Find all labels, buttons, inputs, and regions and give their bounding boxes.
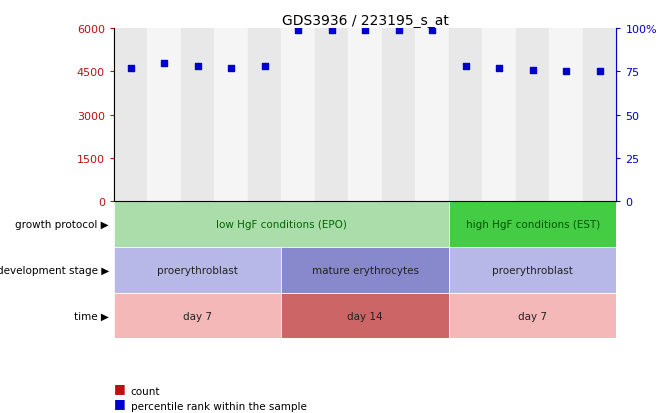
Point: [527, 67, 538, 74]
Bar: [114, 247, 281, 293]
Text: growth protocol ▶: growth protocol ▶: [15, 220, 109, 230]
Bar: [460, 195, 472, 202]
Text: development stage ▶: development stage ▶: [0, 265, 109, 275]
Text: day 14: day 14: [347, 311, 383, 321]
Bar: [214, 29, 248, 202]
Text: proerythroblast: proerythroblast: [492, 265, 573, 275]
Text: day 7: day 7: [518, 311, 547, 321]
Bar: [248, 29, 281, 202]
Bar: [315, 29, 348, 202]
Bar: [281, 29, 315, 202]
Bar: [114, 293, 281, 339]
Title: GDS3936 / 223195_s_at: GDS3936 / 223195_s_at: [281, 14, 449, 28]
Bar: [549, 29, 583, 202]
Text: percentile rank within the sample: percentile rank within the sample: [131, 401, 306, 411]
Bar: [516, 29, 549, 202]
Bar: [147, 29, 181, 202]
Bar: [248, 29, 281, 202]
Point: [594, 69, 605, 76]
Bar: [359, 38, 371, 202]
Bar: [583, 29, 616, 202]
Bar: [281, 293, 449, 339]
Bar: [594, 197, 606, 202]
Bar: [415, 29, 449, 202]
Bar: [449, 247, 616, 293]
Bar: [348, 29, 382, 202]
Bar: [449, 293, 616, 339]
Point: [561, 69, 572, 76]
Bar: [393, 66, 405, 202]
Bar: [114, 202, 449, 247]
Point: [494, 65, 505, 72]
Point: [293, 27, 304, 34]
Bar: [181, 29, 214, 202]
Bar: [516, 29, 549, 202]
Point: [427, 27, 438, 34]
Bar: [259, 195, 271, 202]
Point: [326, 27, 337, 34]
Bar: [493, 196, 505, 202]
Bar: [449, 29, 482, 202]
Bar: [549, 29, 583, 202]
Bar: [114, 29, 147, 202]
Bar: [482, 29, 516, 202]
Bar: [114, 29, 147, 202]
Bar: [348, 29, 382, 202]
Bar: [449, 29, 482, 202]
Bar: [583, 29, 616, 202]
Point: [159, 60, 170, 67]
Text: mature erythrocytes: mature erythrocytes: [312, 265, 419, 275]
Point: [125, 65, 136, 72]
Bar: [415, 29, 449, 202]
Bar: [382, 29, 415, 202]
Bar: [560, 197, 572, 202]
Bar: [281, 247, 449, 293]
Bar: [527, 197, 539, 202]
Bar: [158, 193, 170, 202]
Text: proerythroblast: proerythroblast: [157, 265, 238, 275]
Bar: [192, 195, 204, 202]
Point: [226, 65, 237, 72]
Point: [259, 64, 270, 70]
Bar: [225, 195, 237, 202]
Bar: [214, 29, 248, 202]
Point: [360, 27, 371, 34]
Bar: [181, 29, 214, 202]
Bar: [147, 29, 181, 202]
Point: [393, 27, 404, 34]
Bar: [449, 202, 616, 247]
Text: ■: ■: [114, 382, 126, 394]
Text: count: count: [131, 387, 160, 396]
Bar: [292, 32, 304, 202]
Bar: [281, 29, 315, 202]
Text: low HgF conditions (EPO): low HgF conditions (EPO): [216, 220, 347, 230]
Bar: [426, 74, 438, 202]
Bar: [326, 30, 338, 202]
Text: high HgF conditions (EST): high HgF conditions (EST): [466, 220, 600, 230]
Bar: [382, 29, 415, 202]
Bar: [125, 196, 137, 202]
Text: day 7: day 7: [183, 311, 212, 321]
Bar: [482, 29, 516, 202]
Point: [460, 64, 471, 70]
Text: ■: ■: [114, 396, 126, 409]
Text: time ▶: time ▶: [74, 311, 109, 321]
Point: [192, 64, 203, 70]
Bar: [315, 29, 348, 202]
